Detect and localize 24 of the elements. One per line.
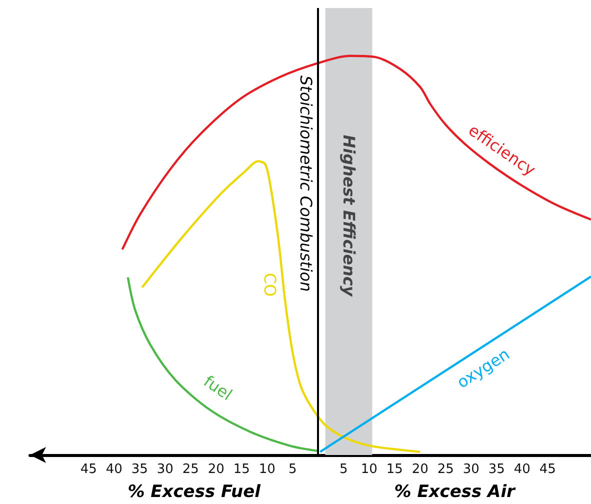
x-tick-label: 15 (386, 462, 403, 477)
x-axis-title: % Excess Air (394, 482, 517, 502)
x-tick-label: 10 (360, 462, 378, 477)
ref-line-label: Stoichiometric Combustion (296, 75, 316, 292)
x-tick-label: 45 (80, 462, 97, 477)
x-tick-label: 40 (106, 462, 122, 477)
x-tick-label: 40 (514, 462, 530, 477)
x-tick-label: 5 (288, 462, 297, 477)
x-tick-label: 25 (182, 462, 199, 477)
x-tick-label: 35 (131, 462, 148, 477)
text: fuel (200, 372, 236, 404)
x-tick-label: 30 (156, 462, 174, 477)
x-tick-label: 25 (437, 462, 454, 477)
text: % Excess Fuel (128, 482, 262, 502)
x-tick-label: 45 (539, 462, 556, 477)
x-tick-label: 30 (462, 462, 480, 477)
text: CO (260, 272, 280, 297)
band-label: Highest Efficiency (339, 134, 358, 297)
x-tick-label: 35 (488, 462, 505, 477)
x-tick-label: 5 (340, 462, 348, 477)
x-tick-label: 15 (233, 462, 250, 477)
x-tick-label: 20 (412, 462, 428, 477)
x-tick-label: 20 (208, 462, 224, 477)
x-tick-label: 10 (258, 462, 276, 477)
